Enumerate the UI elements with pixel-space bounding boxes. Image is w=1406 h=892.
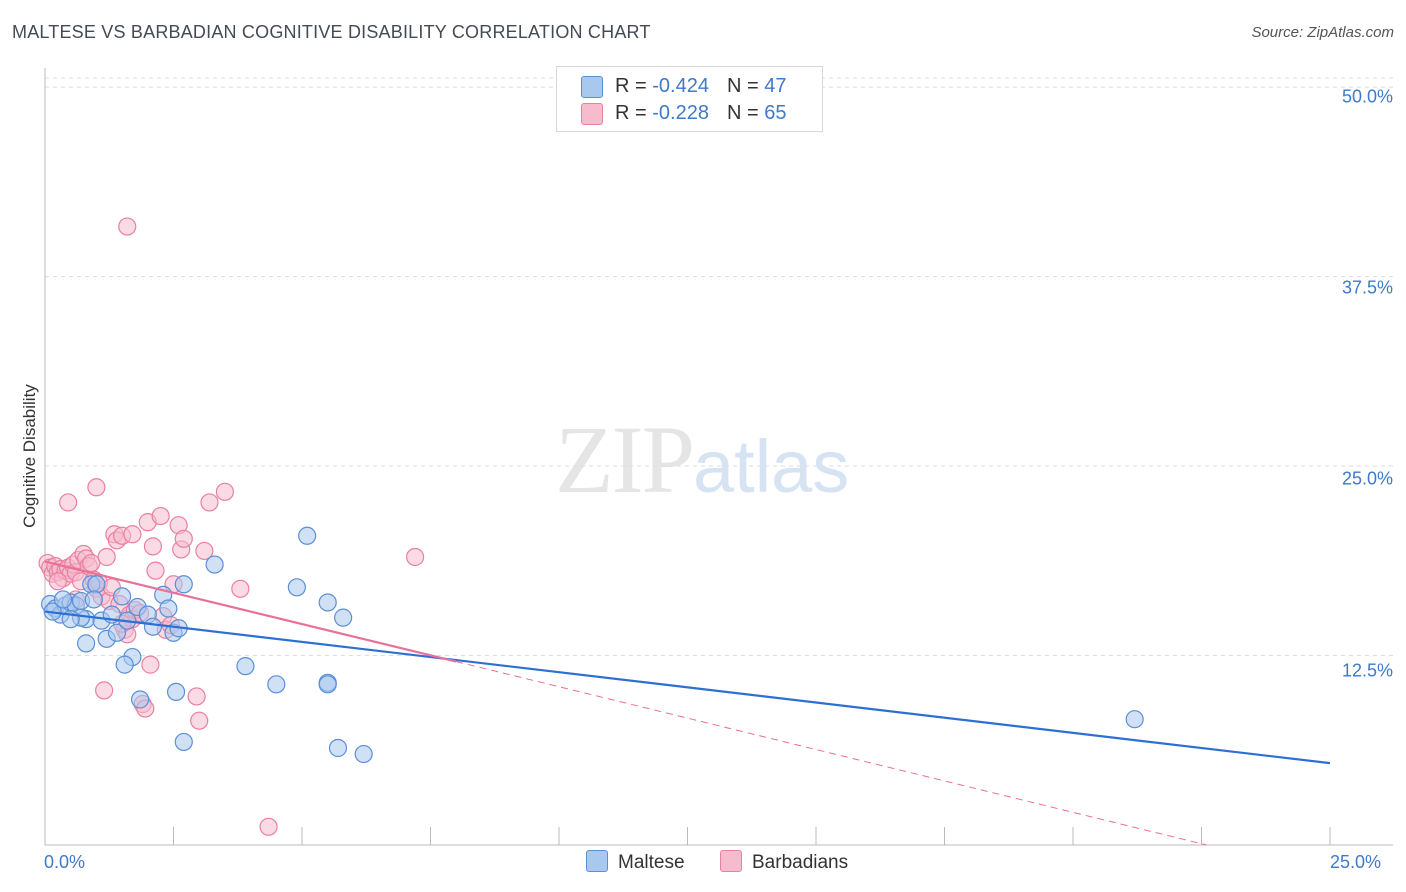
barbadian-point bbox=[118, 217, 137, 236]
maltese-point bbox=[236, 657, 255, 676]
maltese-swatch bbox=[581, 75, 603, 98]
legend-r-label: R = bbox=[615, 75, 653, 97]
barbadian-point bbox=[259, 817, 278, 836]
maltese-point bbox=[143, 617, 163, 636]
barbadians-legend-label: Barbadians bbox=[752, 852, 849, 874]
maltese-trend-line bbox=[44, 610, 1331, 765]
barbadian-point bbox=[97, 547, 116, 567]
maltese-point bbox=[267, 675, 286, 694]
barbadian-point bbox=[82, 553, 101, 573]
maltese-point bbox=[328, 738, 348, 758]
barbadian-point bbox=[187, 687, 206, 706]
maltese-legend-label: Maltese bbox=[618, 852, 685, 874]
legend-r-label: R = bbox=[615, 102, 653, 124]
barbadian-point bbox=[146, 561, 165, 580]
maltese-point bbox=[112, 587, 132, 606]
maltese-point bbox=[84, 590, 103, 609]
barbadian-point bbox=[405, 547, 425, 567]
correlation-legend: R = -0.424 N = 47 R = -0.228 N = 65 bbox=[556, 66, 823, 132]
y-tick-label: 50.0% bbox=[1341, 86, 1393, 107]
maltese-point bbox=[287, 578, 306, 597]
trend-lines bbox=[44, 560, 1331, 846]
barbadian-trend-extension bbox=[456, 661, 1207, 846]
chart-title: MALTESE VS BARBADIAN COGNITIVE DISABILIT… bbox=[12, 22, 651, 42]
barbadian-point bbox=[123, 525, 142, 544]
barbadian-point bbox=[59, 493, 78, 512]
legend-n-value: 65 bbox=[764, 102, 787, 124]
maltese-point bbox=[318, 593, 337, 612]
barbadian-point bbox=[143, 537, 163, 556]
barbadian-points bbox=[38, 217, 425, 836]
maltese-point bbox=[107, 623, 127, 642]
maltese-point bbox=[87, 575, 106, 594]
legend-r-value: -0.424 bbox=[652, 75, 709, 97]
x-tick-label: 0.0% bbox=[44, 852, 86, 872]
barbadian-point bbox=[200, 493, 219, 512]
maltese-point bbox=[174, 575, 193, 594]
barbadian-point bbox=[141, 655, 160, 674]
maltese-point bbox=[334, 608, 353, 627]
series-legend-barbadians[interactable]: Barbadians bbox=[720, 850, 849, 874]
barbadian-point bbox=[174, 529, 193, 548]
barbadian-point bbox=[190, 711, 209, 730]
series-legend-maltese[interactable]: Maltese bbox=[586, 850, 685, 874]
maltese-points bbox=[41, 526, 1144, 764]
y-tick-label: 12.5% bbox=[1341, 660, 1393, 681]
legend-n-label: N = bbox=[726, 102, 765, 124]
legend-n-label: N = bbox=[726, 75, 765, 97]
legend-n-value: 47 bbox=[764, 75, 787, 97]
source-label: Source: ZipAtlas.com bbox=[1251, 24, 1394, 41]
barbadian-point bbox=[48, 572, 67, 591]
maltese-point bbox=[53, 590, 73, 609]
x-tick-label: 25.0% bbox=[1330, 852, 1382, 872]
y-tick-label: 37.5% bbox=[1341, 277, 1393, 298]
maltese-point bbox=[115, 655, 134, 674]
maltese-point bbox=[174, 732, 193, 752]
barbadian-point bbox=[95, 681, 114, 700]
maltese-point bbox=[205, 555, 224, 574]
maltese-point bbox=[77, 634, 96, 653]
barbadian-point bbox=[195, 541, 214, 561]
maltese-point bbox=[318, 675, 337, 694]
gridlines bbox=[45, 77, 1393, 657]
legend-row-barbadian: R = -0.228 N = 65 bbox=[581, 102, 786, 128]
barbadian-point bbox=[87, 478, 106, 497]
legend-row-maltese: R = -0.424 N = 47 bbox=[581, 75, 786, 101]
barbadian-point bbox=[231, 579, 250, 598]
maltese-point bbox=[130, 690, 150, 709]
barbadian-point bbox=[215, 482, 234, 501]
barbadian-point bbox=[151, 506, 170, 526]
y-tick-label: 25.0% bbox=[1341, 468, 1393, 489]
maltese-point bbox=[354, 744, 373, 764]
maltese-point bbox=[159, 599, 178, 618]
maltese-point bbox=[1125, 710, 1144, 729]
maltese-point bbox=[166, 682, 186, 702]
legend-r-value: -0.228 bbox=[652, 102, 709, 124]
barbadian-trend-line bbox=[44, 560, 457, 663]
barbadians-legend-swatch bbox=[720, 850, 742, 872]
watermark-zip: ZIP bbox=[555, 406, 695, 513]
barbadian-swatch bbox=[581, 102, 603, 125]
maltese-point bbox=[298, 526, 317, 545]
maltese-legend-swatch bbox=[586, 850, 608, 872]
axes bbox=[44, 68, 1393, 846]
